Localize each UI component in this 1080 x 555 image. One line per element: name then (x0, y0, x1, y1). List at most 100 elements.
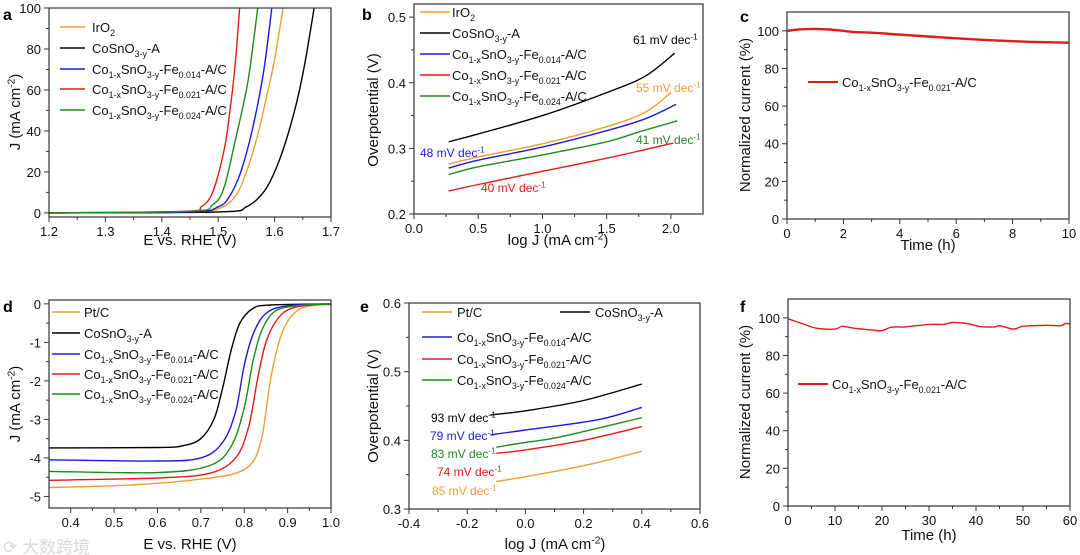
x-tick-label: 0 (783, 226, 790, 241)
y-tick-label: 20 (766, 461, 780, 476)
legend-label: Co1-xSnO3-y-Fe0.021-A/C (457, 352, 592, 370)
text-run: SnO (113, 367, 139, 382)
watermark-text: 大数跨境 (22, 538, 90, 555)
text-run: -Fe (899, 377, 919, 392)
text-run: -A/C (201, 62, 227, 77)
text-run: -Fe (159, 82, 179, 97)
text-run: SnO (481, 68, 507, 83)
text-run: Co (92, 62, 109, 77)
y-tick-label: 0.2 (388, 207, 406, 222)
text-run: SnO (113, 347, 139, 362)
subscript-text: 0.014 (171, 355, 193, 365)
x-tick-label: 2.0 (662, 221, 680, 236)
legend: IrO2CoSnO3-y-ACo1-xSnO3-y-Fe0.014-A/CCo1… (60, 20, 227, 121)
subscript-text: 1-x (474, 338, 487, 348)
x-axis-label: E vs. RHE (V) (143, 536, 236, 553)
x-tick-label: 1.7 (322, 224, 340, 239)
y-axis-label: Normalized current (%) (737, 38, 754, 192)
series-line-3 (448, 142, 674, 192)
tafel-slope-label: 61 mV dec-1 (633, 32, 698, 47)
plot-frame (48, 299, 332, 509)
text-run: ) (600, 536, 605, 553)
text-run: -A/C (561, 89, 587, 104)
subscript-text: 1-x (859, 83, 872, 93)
x-tick-label: 0.0 (405, 221, 423, 236)
text-run: Normalized current (%) (737, 38, 754, 192)
series-line-3 (49, 303, 331, 481)
x-tick-label: 0.0 (516, 516, 534, 531)
x-axis-label: Time (h) (901, 527, 956, 544)
text-run: Co (92, 82, 109, 97)
legend-label: Co1-xSnO3-y-Fe0.021-A/C (92, 82, 227, 100)
subscript-text: 0.014 (544, 338, 566, 348)
panel-letter: f (740, 299, 746, 316)
text-run: log J (mA cm (508, 232, 595, 249)
y-tick-label: 80 (765, 61, 779, 76)
tafel-slope-label: 74 mV dec-1 (437, 464, 502, 479)
y-tick-label: 100 (19, 1, 41, 16)
panel-a: 1.2 1.3 1.4 1.5 1.6 1.7 0 20 40 60 80 100 E vs. RHE … (3, 1, 340, 249)
superscript-text: -1 (488, 410, 496, 419)
text-run: Overpotential (V) (365, 349, 382, 462)
y-tick-label: -1 (29, 335, 41, 350)
series-group (788, 318, 1070, 332)
text-run: SnO (871, 75, 897, 90)
y-tick-label: 0.5 (388, 10, 406, 25)
text-run: Co (84, 367, 101, 382)
y-tick-label: 0.3 (388, 141, 406, 156)
series-line-0 (448, 92, 672, 165)
y-tick-label: 100 (758, 311, 780, 326)
series-line-4 (496, 417, 642, 448)
series-line-1 (490, 383, 642, 416)
subscript-text: 0.024 (544, 381, 566, 391)
series-group (448, 52, 678, 192)
legend-label: Pt/C (84, 305, 109, 320)
x-axis-label: E vs. RHE (V) (143, 232, 236, 249)
text-run: SnO (861, 377, 887, 392)
superscript-text: -2 (6, 78, 17, 87)
panel-f: 0 10 20 30 40 50 60 0 20 40 60 80 100 Time (h) Normali… (737, 298, 1077, 544)
x-tick-label: 1.0 (533, 221, 551, 236)
legend-label: Co1-xSnO3-y-Fe0.024-A/C (92, 103, 227, 121)
text-run: SnO (121, 103, 147, 118)
text-run: -A/C (561, 47, 587, 62)
series-line-1 (49, 8, 315, 214)
subscript-text: 3-y (887, 385, 900, 395)
x-tick-label: 2 (840, 226, 847, 241)
text-run: 83 mV dec (431, 447, 488, 461)
superscript-text: -1 (487, 428, 495, 437)
subscript-text: 0.024 (179, 111, 201, 121)
tafel-slope-label: 40 mV dec-1 (481, 180, 546, 195)
y-tick-label: 60 (27, 83, 41, 98)
tafel-slope-label: 93 mV dec-1 (431, 410, 496, 425)
text-run: Time (h) (901, 527, 956, 544)
subscript-text: 3-y (139, 375, 152, 385)
text-run: J (mA cm (7, 88, 24, 151)
x-axis-label: Time (h) (900, 237, 955, 254)
series-group (49, 303, 331, 489)
y-tick-label: -5 (29, 489, 41, 504)
legend-label: Co1-xSnO3-y-Fe0.024-A/C (457, 373, 592, 391)
legend: IrO2CoSnO3-y-ACo1-xSnO3-y-Fe0.014-A/CCo1… (420, 5, 587, 107)
x-tick-label: 0 (784, 513, 791, 528)
panel-letter: e (360, 299, 369, 316)
y-tick-label: 0.4 (388, 76, 406, 91)
subscript-text: 1-x (101, 375, 114, 385)
legend-label: Co1-xSnO3-y-Fe0.014-A/C (452, 47, 587, 65)
text-run: -A/C (193, 387, 219, 402)
series-line-3 (496, 425, 642, 455)
subscript-text: 3-y (507, 97, 520, 107)
subscript-text: 2 (110, 28, 115, 38)
subscript-text: 1-x (474, 381, 487, 391)
legend-label: CoSnO3-y-A (92, 41, 160, 59)
legend-label: Co1-xSnO3-y-Fe0.014-A/C (84, 347, 219, 365)
text-run: Co (452, 47, 469, 62)
x-tick-label: 20 (875, 513, 889, 528)
plot-frame (787, 298, 1071, 507)
text-run: log J (mA cm (505, 536, 592, 553)
text-run: -Fe (151, 347, 171, 362)
text-run: Time (h) (900, 237, 955, 254)
series-group (787, 27, 1069, 44)
subscript-text: 3-y (638, 313, 651, 323)
text-run: -A (650, 305, 663, 320)
